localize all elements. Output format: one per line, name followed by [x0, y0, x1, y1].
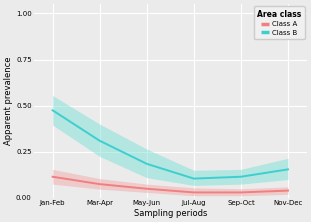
- X-axis label: Sampling periods: Sampling periods: [134, 209, 207, 218]
- Legend: Class A, Class B: Class A, Class B: [253, 6, 305, 39]
- Y-axis label: Apparent prevalence: Apparent prevalence: [4, 57, 13, 145]
